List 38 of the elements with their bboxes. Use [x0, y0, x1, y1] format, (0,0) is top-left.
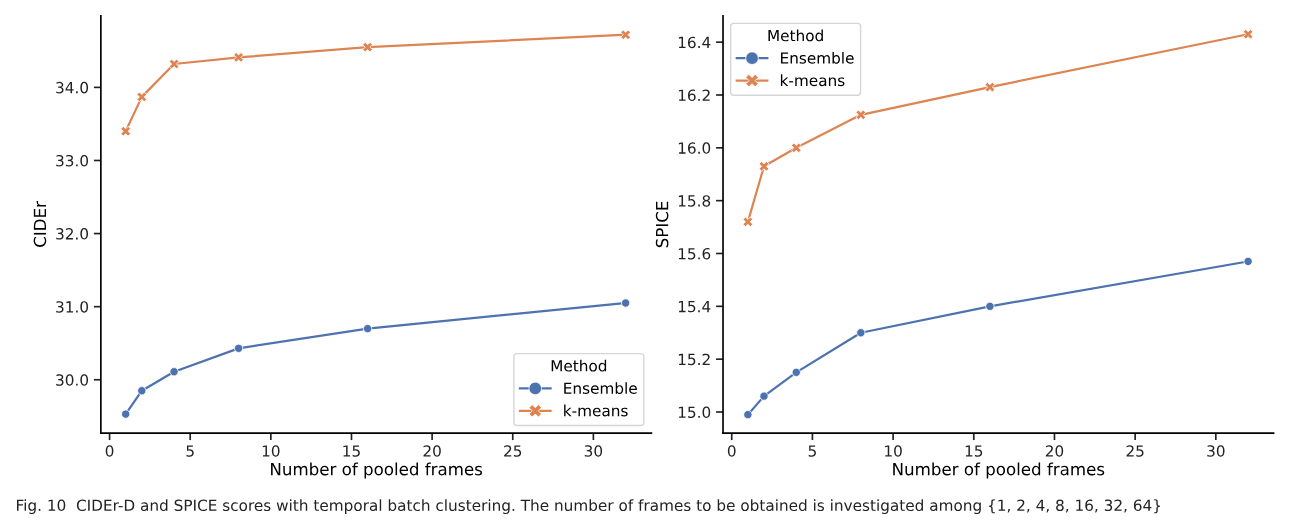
y-tick-label: 32.0 [56, 228, 89, 240]
y-tick-label: 16.2 [678, 89, 710, 102]
x-tick-label: 0 [727, 445, 736, 457]
y-tick-label: 15.4 [678, 300, 711, 313]
x-tick-label: 25 [504, 445, 522, 457]
y-tick-label: 16.0 [678, 142, 711, 154]
x-tick-label: 20 [1045, 445, 1064, 457]
x-tick-label: 5 [186, 445, 194, 457]
x-tick-label: 30 [584, 445, 603, 457]
x-axis-title: Number of pooled frames [893, 462, 1105, 479]
y-tick-label: 31.0 [56, 301, 89, 313]
y-tick-label: 15.0 [678, 406, 711, 419]
x-tick-label: 5 [808, 445, 816, 457]
legend-label: k-means [564, 404, 628, 417]
legend-title: Method [551, 359, 607, 372]
x-tick-label: 30 [1207, 445, 1225, 457]
y-axis-title: SPICE [655, 201, 669, 248]
legend-label: k-means [780, 74, 845, 87]
y-tick-label: 15.2 [678, 353, 710, 366]
x-tick-label: 25 [1126, 445, 1144, 457]
y-axis-title: CIDEr [33, 201, 47, 247]
caption: Fig. 10 CIDEr-D and SPICE scores with temporal batch clustering. The number of frames to be obtained is investigated among {1, 2, 4, 8, 16, 32, 64} [17, 499, 1161, 515]
legend-title: Method [768, 29, 823, 42]
y-tick-label: 34.0 [56, 81, 89, 94]
x-axis-title: Number of pooled frames [271, 462, 483, 479]
y-tick-label: 15.8 [678, 195, 711, 207]
x-tick-label: 15 [965, 445, 983, 457]
legend-label: Ensemble [564, 382, 637, 394]
x-tick-label: 0 [105, 445, 114, 457]
y-tick-label: 16.4 [678, 36, 711, 49]
x-tick-label: 20 [423, 445, 441, 457]
y-tick-label: 33.0 [56, 154, 89, 167]
y-tick-label: 30.0 [56, 374, 89, 386]
x-tick-label: 15 [343, 445, 360, 457]
x-tick-label: 10 [262, 445, 280, 457]
x-tick-label: 10 [885, 445, 902, 457]
legend-label: Ensemble [781, 51, 854, 64]
y-tick-label: 15.6 [678, 247, 711, 260]
